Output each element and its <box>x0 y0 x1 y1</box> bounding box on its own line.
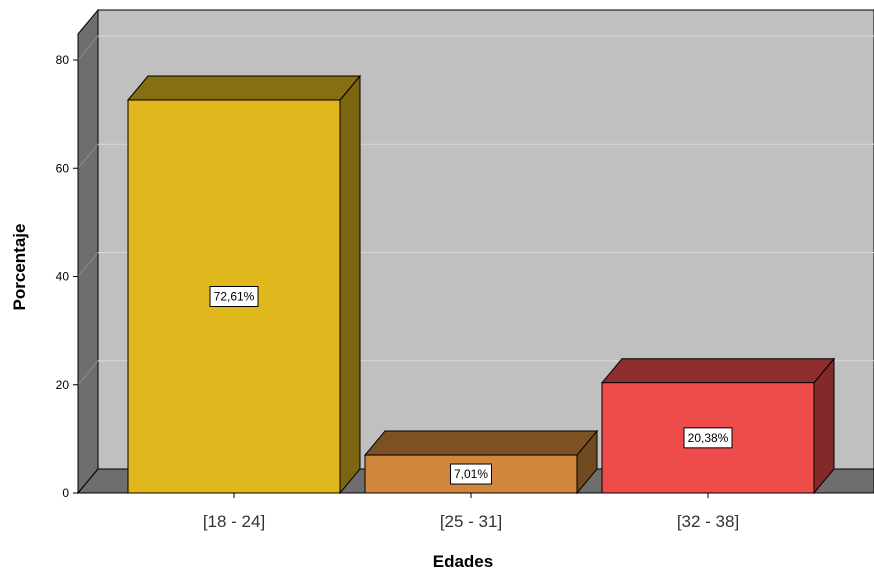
bar-top <box>363 430 599 456</box>
y-axis: 0 20 40 60 80 <box>56 34 79 500</box>
data-label-box <box>683 427 733 449</box>
x-axis: [18 - 24] [25 - 31] [32 - 38] <box>78 492 874 531</box>
data-label-box <box>209 285 259 307</box>
x-tick-label: [32 - 38] <box>677 512 739 531</box>
bar-top <box>600 358 836 384</box>
bar-2: 7,01% <box>363 429 599 495</box>
data-label: 20,38% <box>688 431 729 445</box>
data-label: 72,61% <box>214 289 255 303</box>
gridline-side <box>77 360 99 386</box>
y-axis-title: Porcentaje <box>10 224 29 311</box>
y-tick-label: 60 <box>56 161 70 175</box>
gridline-side <box>77 252 99 277</box>
gridline-side <box>77 143 99 169</box>
side-wall <box>77 8 99 495</box>
y-tick-label: 20 <box>56 378 70 392</box>
gridline-side <box>77 35 99 61</box>
y-tick-label: 40 <box>56 270 70 284</box>
bar-3: 20,38% <box>600 357 836 495</box>
bar-side <box>339 74 361 495</box>
data-label-box <box>450 463 492 485</box>
data-label: 7,01% <box>454 467 488 481</box>
bars: 72,61% 7,01% 20,38% <box>126 74 836 495</box>
x-tick-label: [18 - 24] <box>203 512 265 531</box>
x-tick-label: [25 - 31] <box>440 512 502 531</box>
y-tick-label: 0 <box>62 486 69 500</box>
x-axis-title: Edades <box>433 552 493 571</box>
y-tick-label: 80 <box>56 53 70 67</box>
bar-1: 72,61% <box>126 74 362 495</box>
bar-top <box>126 75 362 101</box>
